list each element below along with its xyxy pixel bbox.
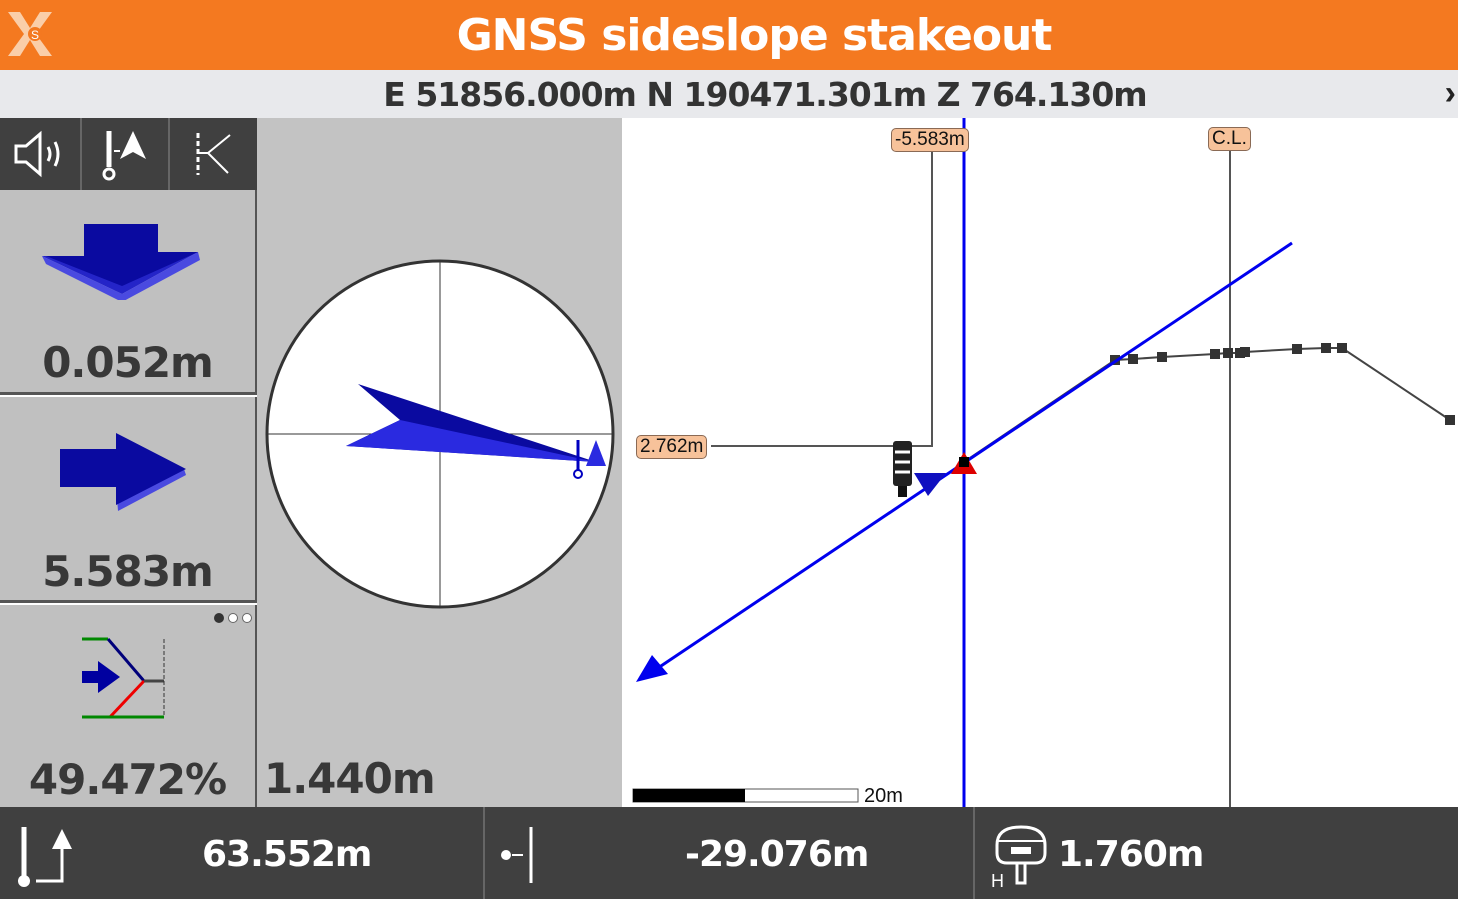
slope-icon <box>82 637 165 719</box>
arrow-left-down-icon <box>636 655 668 682</box>
height-diff-value: 63.552m <box>202 834 372 875</box>
pole-north-icon <box>102 131 146 181</box>
arrow-down-icon <box>42 224 200 300</box>
slope-panel[interactable]: 49.472% <box>0 605 257 807</box>
svg-text:S: S <box>31 28 39 42</box>
page-dots[interactable] <box>212 611 256 625</box>
cross-section-canvas <box>632 118 1455 807</box>
offset-from-line-field[interactable]: -29.076m <box>485 807 975 899</box>
sideslope-hinge-icon <box>196 133 231 175</box>
offset-panel[interactable]: 5.583m <box>0 397 257 603</box>
slope-design-line <box>654 241 1293 672</box>
title-bar: S GNSS sideslope stakeout <box>0 0 1458 70</box>
toolbar <box>0 118 257 190</box>
svg-text:H: H <box>991 871 1004 889</box>
compass-panel[interactable]: 1.440m <box>257 118 622 807</box>
x-site-logo[interactable]: S <box>6 8 54 60</box>
speaker-icon <box>14 130 60 178</box>
centerline-label: C.L. <box>1208 127 1251 151</box>
distance-value: 1.440m <box>264 754 436 803</box>
cut-fill-panel[interactable]: 0.052m <box>0 190 257 395</box>
pole-north-icon <box>573 440 606 479</box>
coordinate-readout: E 51856.000m N 190471.301m Z 764.130m <box>383 75 1147 114</box>
offset-from-line-icon <box>501 827 533 883</box>
scale-label: 20m <box>864 785 903 807</box>
ground-profile <box>963 347 1451 463</box>
profile-vertices <box>1110 343 1455 425</box>
distance-label: 2.762m <box>636 435 708 459</box>
sound-button[interactable] <box>0 118 82 190</box>
height-diff-field[interactable]: 63.552m <box>0 807 485 899</box>
cut-fill-value: 0.052m <box>42 338 214 387</box>
arrow-right-icon <box>60 433 186 511</box>
offset-label: -5.583m <box>891 128 969 152</box>
offset-value: 5.583m <box>42 547 214 596</box>
slope-value: 49.472% <box>28 755 227 804</box>
status-bar: 63.552m -29.076m H 1.760m <box>0 807 1458 899</box>
rover-icon <box>893 441 912 497</box>
antenna-height-icon: H <box>991 825 1047 889</box>
page-title: GNSS sideslope stakeout <box>456 10 1053 61</box>
coordinate-bar[interactable]: E 51856.000m N 190471.301m Z 764.130m › <box>0 70 1458 118</box>
compass-rose <box>265 259 615 609</box>
antenna-height-value: 1.760m <box>1058 834 1204 875</box>
offset-from-line-value: -29.076m <box>685 834 869 875</box>
height-diff-icon <box>18 827 72 887</box>
north-orientation-button[interactable] <box>82 118 170 190</box>
cross-section-view[interactable]: -5.583m 2.762m C.L. 20m <box>622 118 1458 807</box>
direction-triangle-icon <box>914 473 946 496</box>
chevron-right-icon[interactable]: › <box>1444 74 1456 112</box>
sideslope-view-button[interactable] <box>170 118 257 190</box>
antenna-height-field[interactable]: H 1.760m <box>975 807 1458 899</box>
